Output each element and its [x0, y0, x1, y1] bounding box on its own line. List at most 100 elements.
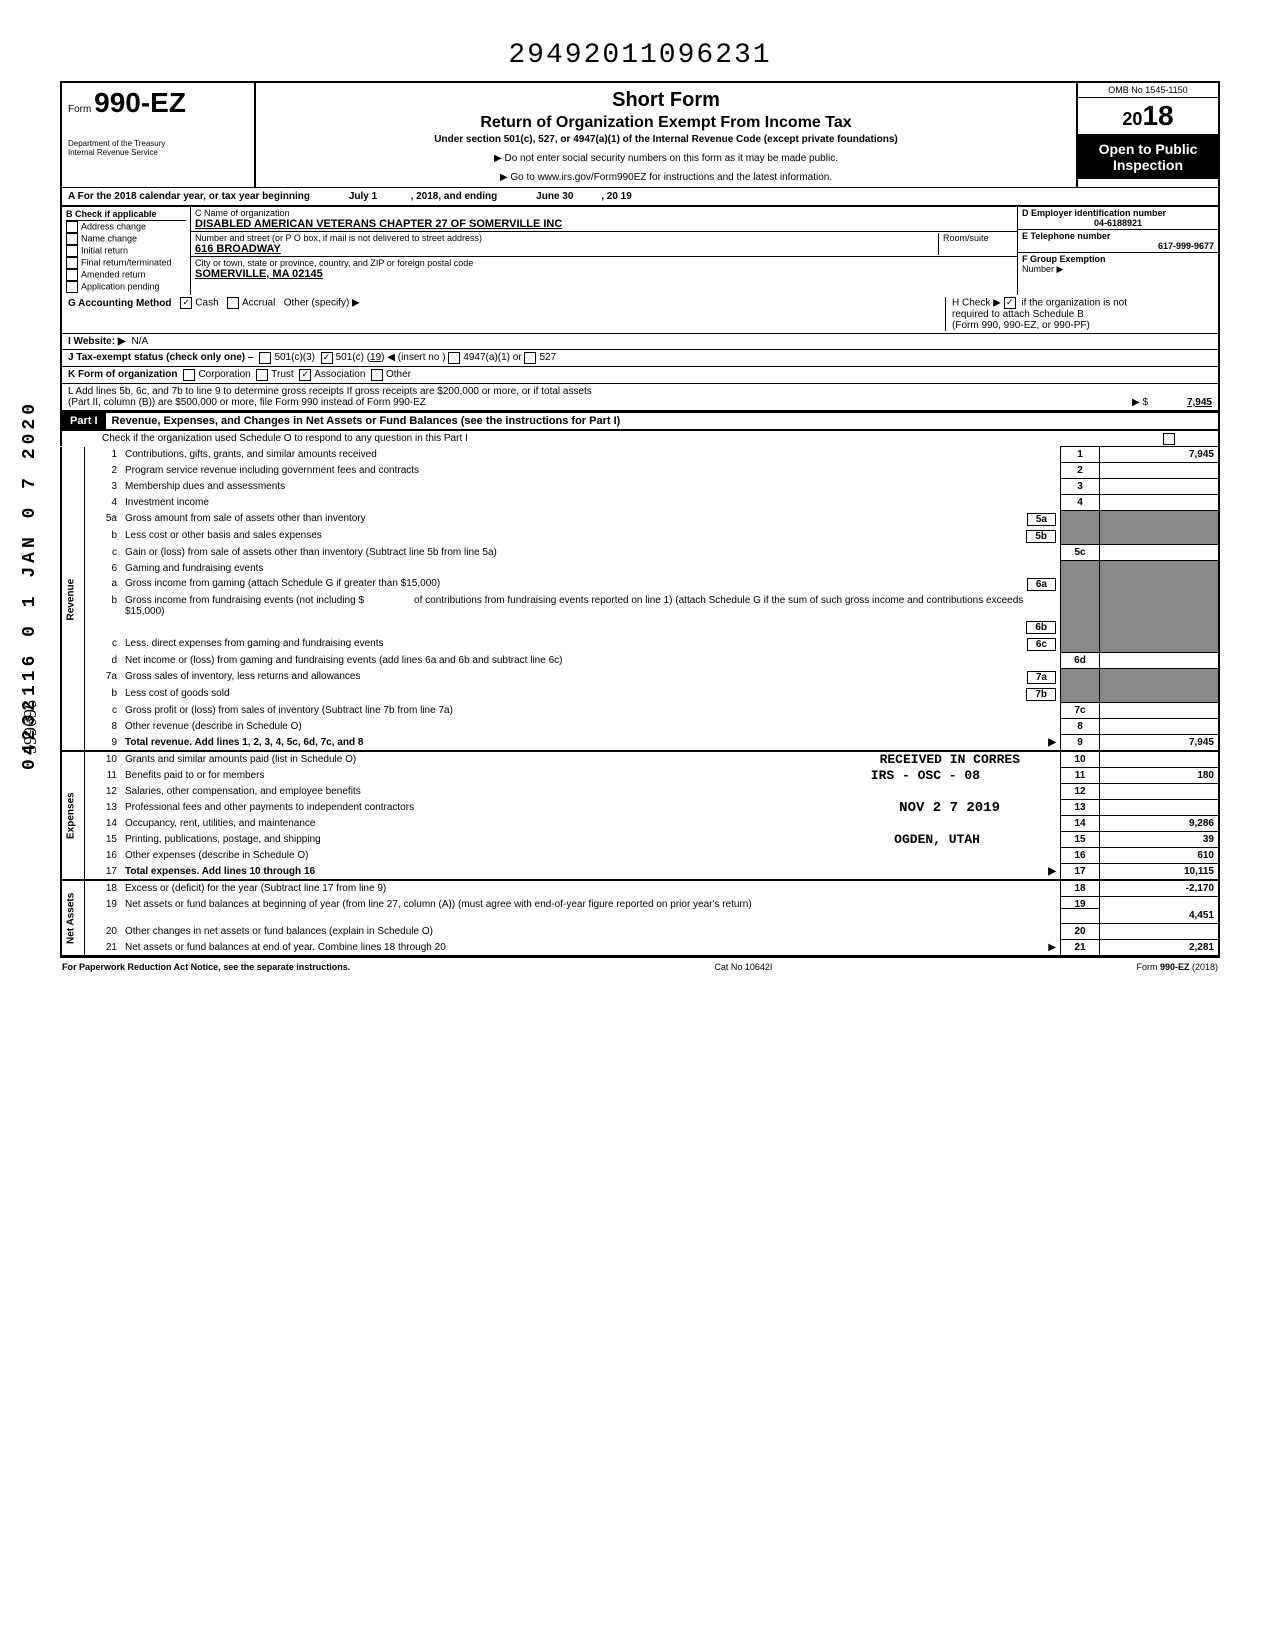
line-num: 1	[85, 447, 122, 463]
website-value: N/A	[132, 336, 149, 347]
line-1-desc: Contributions, gifts, grants, and simila…	[121, 447, 1061, 463]
h-checkbox[interactable]: ✓	[1004, 297, 1016, 309]
line-12-box: 12	[1061, 784, 1100, 800]
check-name-change[interactable]: Name change	[66, 233, 186, 245]
ein: 04-6188921	[1022, 218, 1214, 228]
line-9-desc: Total revenue. Add lines 1, 2, 3, 4, 5c,…	[125, 737, 363, 748]
g-cash-label: Cash	[195, 298, 218, 309]
schedule-o-checkbox[interactable]	[1163, 433, 1175, 445]
e-label: E Telephone number	[1022, 231, 1214, 241]
lines-table: Revenue 1 Contributions, gifts, grants, …	[60, 446, 1220, 957]
line-num: 19	[85, 897, 122, 924]
j-4947-label: 4947(a)(1) or	[463, 352, 521, 364]
line-a-tax-year: A For the 2018 calendar year, or tax yea…	[60, 187, 1220, 207]
part-i-check-line: Check if the organization used Schedule …	[102, 433, 468, 444]
c-label: C Name of organization	[195, 208, 1013, 218]
line-num: 18	[85, 880, 122, 897]
year-suffix: 18	[1142, 100, 1173, 131]
line-5a-desc: Gross amount from sale of assets other t…	[125, 513, 366, 524]
inspection: Inspection	[1080, 157, 1216, 173]
line-num: 12	[85, 784, 122, 800]
line-4-desc: Investment income	[121, 495, 1061, 511]
i-label: I Website: ▶	[68, 336, 126, 347]
line-10-amount	[1100, 751, 1220, 768]
top-serial-number: 29492011096231	[60, 40, 1220, 71]
open-public: Open to Public	[1080, 141, 1216, 157]
line-21-amount: 2,281	[1100, 940, 1220, 957]
line-3-box: 3	[1061, 479, 1100, 495]
subtitle: Under section 501(c), 527, or 4947(a)(1)…	[266, 134, 1066, 145]
line-14-amount: 9,286	[1100, 816, 1220, 832]
meta-rows: G Accounting Method ✓Cash Accrual Other …	[60, 295, 1220, 412]
g-label: G Accounting Method	[68, 298, 172, 309]
k-corp-checkbox[interactable]	[183, 369, 195, 381]
line-15-desc: Printing, publications, postage, and shi…	[125, 834, 321, 845]
line-num: 3	[85, 479, 122, 495]
line-13-desc: Professional fees and other payments to …	[125, 802, 414, 813]
line-3-desc: Membership dues and assessments	[121, 479, 1061, 495]
line-14-desc: Occupancy, rent, utilities, and maintena…	[121, 816, 1061, 832]
j-label: J Tax-exempt status (check only one) –	[68, 352, 253, 364]
city-label: City or town, state or province, country…	[195, 258, 1013, 268]
line-4-amount	[1100, 495, 1220, 511]
k-trust-checkbox[interactable]	[256, 369, 268, 381]
g-other-label: Other (specify) ▶	[284, 298, 360, 309]
street-address: 616 BROADWAY	[195, 243, 938, 255]
received-stamp-3: NOV 2 7 2019	[899, 800, 1000, 816]
j-4947-checkbox[interactable]	[448, 352, 460, 364]
k-assoc-checkbox[interactable]: ✓	[299, 369, 311, 381]
line-7a-desc: Gross sales of inventory, less returns a…	[125, 671, 360, 682]
check-label: Application pending	[81, 281, 160, 291]
line-num: a	[85, 576, 122, 593]
line-num: 20	[85, 924, 122, 940]
received-stamp-1: RECEIVED IN CORRES	[880, 752, 1020, 767]
page-footer: For Paperwork Reduction Act Notice, see …	[60, 957, 1220, 976]
d-label: D Employer identification number	[1022, 208, 1214, 218]
line-16-box: 16	[1061, 848, 1100, 864]
line-8-desc: Other revenue (describe in Schedule O)	[121, 719, 1061, 735]
check-initial-return[interactable]: Initial return	[66, 245, 186, 257]
line-14-box: 14	[1061, 816, 1100, 832]
f-label: F Group Exemption	[1022, 254, 1214, 264]
k-other-checkbox[interactable]	[371, 369, 383, 381]
j-527-checkbox[interactable]	[524, 352, 536, 364]
line-6b-desc-pre: Gross income from fundraising events (no…	[125, 595, 364, 606]
line-15-box: 15	[1061, 832, 1100, 848]
check-application-pending[interactable]: Application pending	[66, 281, 186, 293]
line-20-box: 20	[1061, 924, 1100, 940]
line-7c-box: 7c	[1061, 703, 1100, 719]
check-final-return[interactable]: Final return/terminated	[66, 257, 186, 269]
line-11-box: 11	[1061, 768, 1100, 784]
line-2-amount	[1100, 463, 1220, 479]
j-501c3-label: 501(c)(3)	[274, 352, 315, 364]
g-cash-checkbox[interactable]: ✓	[180, 297, 192, 309]
shaded-cell	[1061, 511, 1100, 545]
line-11-desc: Benefits paid to or for members	[125, 770, 265, 781]
shaded-cell	[1061, 561, 1100, 653]
check-address-change[interactable]: Address change	[66, 221, 186, 233]
check-amended-return[interactable]: Amended return	[66, 269, 186, 281]
line-1-box: 1	[1061, 447, 1100, 463]
h-text2: if the organization is not	[1021, 298, 1127, 309]
line-19-box: 19	[1061, 897, 1100, 924]
l-value: 7,945	[1187, 397, 1212, 408]
line-5b-inner-box: 5b	[1026, 530, 1056, 543]
j-501c3-checkbox[interactable]	[259, 352, 271, 364]
line-1-amount: 7,945	[1100, 447, 1220, 463]
line-5c-box: 5c	[1061, 545, 1100, 561]
j-501c-checkbox[interactable]: ✓	[321, 352, 333, 364]
line-6d-desc: Net income or (loss) from gaming and fun…	[121, 653, 1061, 669]
g-accrual-checkbox[interactable]	[227, 297, 239, 309]
line-num: b	[85, 686, 122, 703]
line-7b-inner-box: 7b	[1026, 688, 1056, 701]
line-12-amount	[1100, 784, 1220, 800]
line-5b-desc: Less cost or other basis and sales expen…	[125, 530, 322, 541]
org-name: DISABLED AMERICAN VETERANS CHAPTER 27 OF…	[195, 218, 1013, 230]
line-19-amount: 4,451	[1100, 897, 1220, 924]
check-label: Final return/terminated	[81, 257, 172, 267]
line-5c-desc: Gain or (loss) from sale of assets other…	[121, 545, 1061, 561]
line-6a-desc: Gross income from gaming (attach Schedul…	[125, 578, 440, 589]
form-prefix: Form	[68, 104, 91, 115]
line-20-amount	[1100, 924, 1220, 940]
check-label: Address change	[81, 221, 146, 231]
